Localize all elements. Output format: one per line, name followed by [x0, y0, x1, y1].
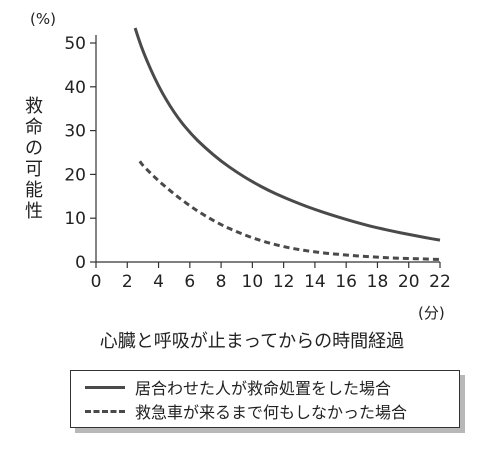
- y-tick-label: 10: [64, 209, 86, 229]
- legend-swatch-dashed: [85, 409, 125, 413]
- x-tick-label: 22: [429, 272, 451, 292]
- y-tick-label: 50: [64, 34, 86, 54]
- axes: [95, 35, 440, 263]
- x-tick-label: 20: [398, 272, 420, 292]
- legend-item-rescue: 居合わせた人が救命処置をした場合: [85, 377, 392, 398]
- y-tick-label: 30: [64, 122, 86, 142]
- x-tick-label: 6: [184, 272, 195, 292]
- legend-label: 居合わせた人が救命処置をした場合: [135, 379, 392, 398]
- x-tick-label: 14: [304, 272, 326, 292]
- y-unit-label: (%): [30, 10, 56, 28]
- x-tick-label: 2: [122, 272, 133, 292]
- x-tick-label: 12: [273, 272, 295, 292]
- x-tick-label: 4: [153, 272, 164, 292]
- legend-swatch-solid: [85, 385, 125, 389]
- x-tick-label: 16: [335, 272, 357, 292]
- x-tick-label: 8: [216, 272, 227, 292]
- x-tick-label: 18: [367, 272, 389, 292]
- x-tick-label: 10: [242, 272, 264, 292]
- x-tick-label: 0: [91, 272, 102, 292]
- series-line-no-action: [138, 160, 442, 261]
- series-lines: [133, 27, 442, 261]
- series-line-rescue: [133, 27, 441, 242]
- x-axis-label: 心臓と呼吸が止まってからの時間経過: [99, 331, 405, 352]
- y-tick-label: 20: [64, 165, 86, 185]
- y-axis-label: 救命の可能性: [25, 96, 43, 222]
- legend-label: 救急車が来るまで何もしなかった場合: [135, 403, 408, 422]
- x-unit-label: (分): [418, 304, 445, 322]
- legend: 居合わせた人が救命処置をした場合 救急車が来るまで何もしなかった場合: [70, 370, 460, 428]
- y-tick-label: 40: [64, 78, 86, 98]
- y-tick-label: 0: [75, 253, 86, 273]
- legend-item-no-action: 救急車が来るまで何もしなかった場合: [85, 401, 408, 422]
